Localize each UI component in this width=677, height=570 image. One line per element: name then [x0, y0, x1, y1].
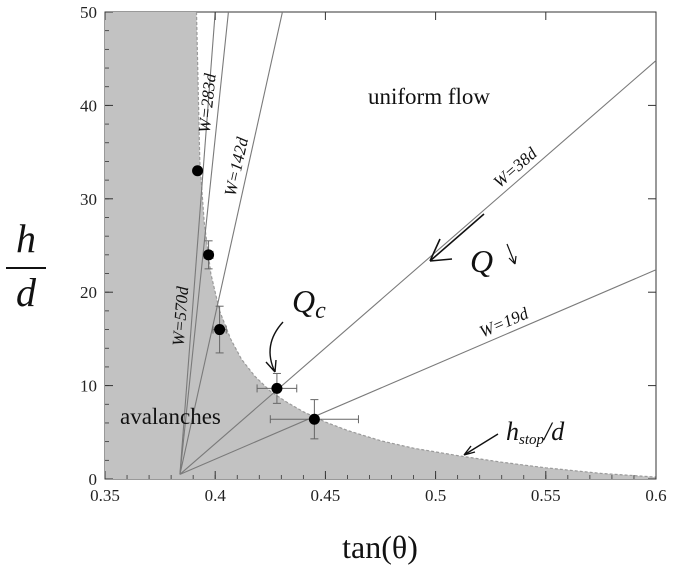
width-line-label-0: W=570d — [169, 285, 193, 346]
hstop-main: h — [506, 417, 519, 446]
y-tick-label-5: 50 — [80, 3, 97, 22]
data-point-4 — [308, 413, 320, 425]
qc-arrow-icon — [265, 321, 284, 373]
hstop-sub: stop — [519, 432, 545, 448]
width-line-2 — [179, 11, 283, 475]
q-arrow-big-icon — [429, 213, 485, 262]
width-line-3 — [179, 60, 657, 475]
avalanche-region — [105, 12, 656, 479]
hstop-curve — [195, 11, 657, 478]
y-tick-label-4: 40 — [80, 96, 97, 115]
x-tick-label-5: 0.6 — [645, 486, 666, 505]
data-point-3 — [271, 382, 283, 394]
hstop-label: hstop/d — [506, 417, 565, 448]
uniform-flow-label: uniform flow — [368, 84, 490, 109]
x-tick-label-0: 0.35 — [90, 486, 120, 505]
x-axis-label: tan(θ) — [342, 529, 418, 565]
y-axis-label-numerator: h — [16, 216, 36, 261]
points-layer — [192, 165, 359, 440]
q-label: Q — [470, 243, 493, 279]
y-tick-label-1: 10 — [80, 377, 97, 396]
x-tick-label-2: 0.45 — [311, 486, 341, 505]
q-arrow-small-icon — [506, 243, 517, 265]
x-tick-label-3: 0.5 — [425, 486, 446, 505]
avalanches-label: avalanches — [120, 404, 221, 429]
qc-main: Q — [292, 283, 315, 319]
x-tick-label-1: 0.4 — [205, 486, 227, 505]
data-point-0 — [192, 165, 204, 177]
qc-label: Qc — [292, 283, 326, 324]
qc-sub: c — [315, 298, 326, 324]
x-tick-label-4: 0.55 — [531, 486, 561, 505]
width-line-0 — [179, 11, 216, 475]
width-line-4 — [179, 269, 657, 475]
y-tick-label-3: 30 — [80, 190, 97, 209]
ticks-layer: 0.35 0.4 0.45 0.5 0.55 0.6 0 10 20 30 40 50 — [80, 3, 667, 505]
width-line-1 — [179, 11, 229, 475]
data-point-1 — [203, 249, 215, 261]
hstop-arrow-icon — [463, 433, 499, 456]
data-point-2 — [214, 324, 226, 336]
width-line-label-4: W=19d — [477, 304, 532, 342]
y-tick-label-0: 0 — [89, 470, 98, 489]
avalanche-region-layer — [105, 11, 657, 479]
y-tick-label-2: 20 — [80, 283, 97, 302]
hstop-den: /d — [542, 417, 565, 446]
y-axis-label-denominator: d — [16, 270, 37, 315]
width-line-label-2: W=142d — [221, 135, 253, 198]
